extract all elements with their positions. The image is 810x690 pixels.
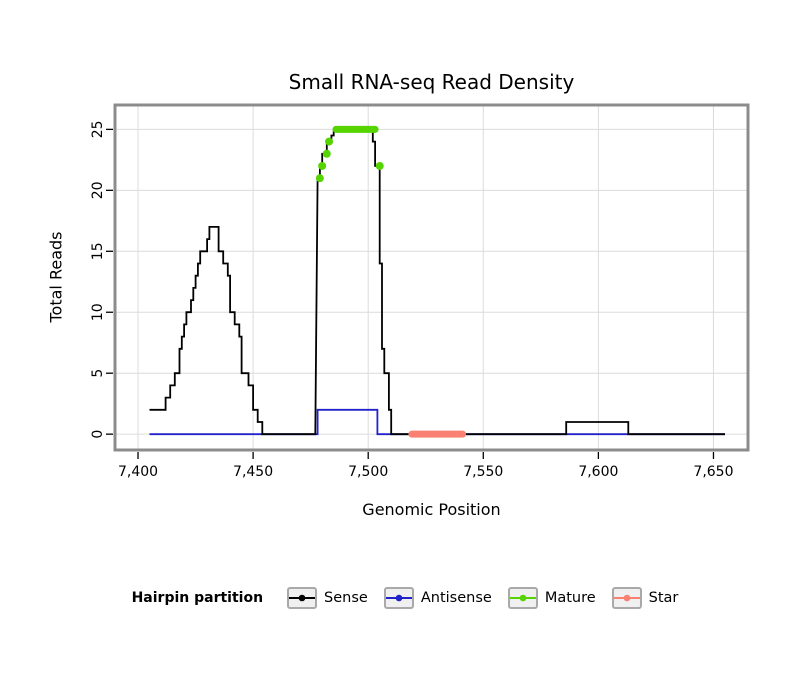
svg-text:7,400: 7,400 — [118, 464, 158, 480]
svg-text:5: 5 — [90, 369, 106, 378]
svg-text:7,550: 7,550 — [463, 464, 503, 480]
svg-text:15: 15 — [90, 242, 106, 260]
legend-key-mature-icon — [507, 587, 538, 609]
svg-text:7,600: 7,600 — [578, 464, 618, 480]
legend-item-mature: Mature — [507, 587, 596, 609]
legend-key-sense-icon — [287, 587, 318, 609]
x-axis-ticks: 7,400 7,450 7,500 7,550 7,600 7,650 — [118, 452, 734, 480]
plot-border — [113, 103, 750, 452]
svg-text:7,650: 7,650 — [693, 464, 733, 480]
legend-label-mature: Mature — [544, 590, 596, 606]
legend-key-star-icon — [611, 587, 642, 609]
legend-title: Hairpin partition — [131, 590, 264, 606]
series-sense — [149, 128, 725, 436]
svg-text:0: 0 — [90, 430, 106, 439]
legend-label-star: Star — [648, 590, 679, 606]
legend-item-star: Star — [611, 587, 679, 609]
legend-item-antisense: Antisense — [383, 587, 492, 609]
y-axis-ticks: 0 5 10 15 20 25 — [90, 120, 113, 439]
legend-key-antisense-icon — [383, 587, 414, 609]
legend-glyph-star — [613, 594, 640, 602]
series-mature — [315, 125, 384, 183]
svg-text:10: 10 — [90, 303, 106, 321]
y-axis-label: Total Reads — [46, 231, 66, 323]
legend-item-sense: Sense — [287, 587, 368, 609]
svg-text:7,500: 7,500 — [348, 464, 388, 480]
legend-glyph-sense — [289, 594, 316, 602]
gridlines — [115, 105, 748, 450]
plot-area: 7,400 7,450 7,500 7,550 7,600 7,650 0 5 10 15 20 25 — [90, 103, 750, 480]
svg-text:20: 20 — [90, 181, 106, 199]
legend-glyph-mature — [509, 594, 536, 602]
legend-items: Sense Antisense Mature Star — [287, 587, 678, 609]
legend-glyph-antisense — [385, 594, 412, 602]
chart-title: Small RNA-seq Read Density — [288, 70, 575, 94]
x-axis-label: Genomic Position — [362, 500, 501, 519]
series-antisense — [149, 408, 725, 436]
legend: Hairpin partition Sense Antisense Mature St… — [0, 580, 810, 616]
legend-label-sense: Sense — [324, 590, 368, 606]
svg-text:25: 25 — [90, 120, 106, 138]
svg-text:7,450: 7,450 — [233, 464, 273, 480]
legend-label-antisense: Antisense — [420, 590, 492, 606]
